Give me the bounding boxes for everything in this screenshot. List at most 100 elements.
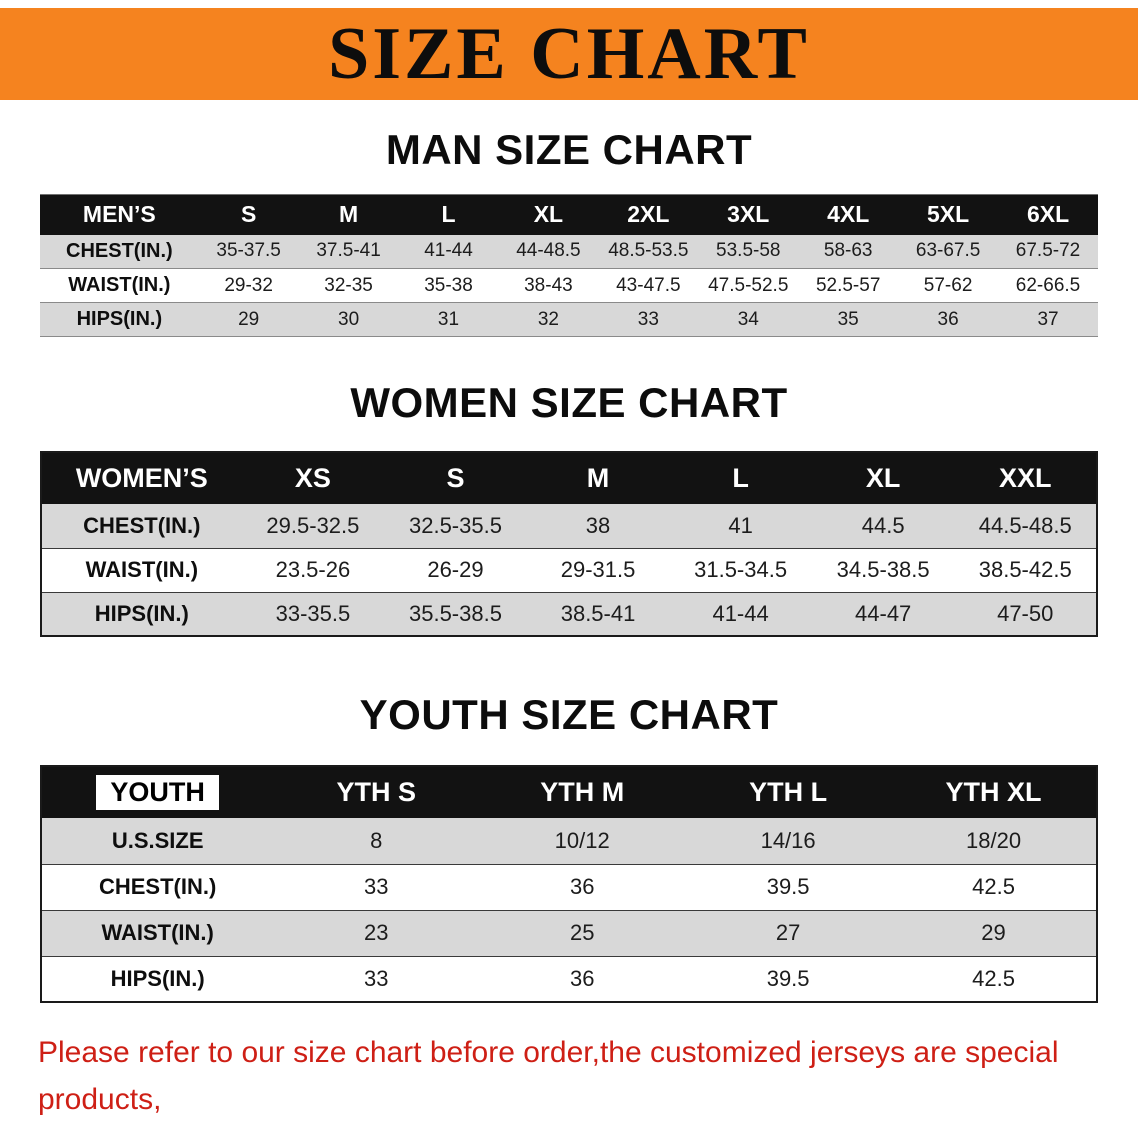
men-header-row: MEN’S S M L XL 2XL 3XL 4XL 5XL 6XL bbox=[40, 194, 1098, 235]
size-cell: 32 bbox=[498, 302, 599, 337]
size-cell: 32.5-35.5 bbox=[384, 504, 527, 549]
men-size-table: MEN’S S M L XL 2XL 3XL 4XL 5XL 6XL CHEST… bbox=[40, 194, 1098, 337]
row-label: WAIST(IN.) bbox=[40, 268, 199, 303]
women-header-cell: M bbox=[526, 452, 670, 504]
size-cell: 10/12 bbox=[479, 818, 686, 865]
size-cell: 48.5-53.5 bbox=[598, 234, 699, 269]
size-cell: 31.5-34.5 bbox=[669, 548, 812, 593]
size-cell: 58-63 bbox=[798, 234, 899, 269]
youth-header-cell: YTH M bbox=[479, 766, 686, 818]
size-cell: 38.5-42.5 bbox=[954, 548, 1097, 593]
size-cell: 44.5 bbox=[811, 504, 955, 549]
women-size-table: WOMEN’S XS S M L XL XXL CHEST(IN.) 29.5-… bbox=[40, 451, 1098, 637]
men-header-cell: MEN’S bbox=[40, 194, 199, 235]
women-header-cell: XL bbox=[811, 452, 955, 504]
row-label: HIPS(IN.) bbox=[41, 592, 242, 637]
size-cell: 23 bbox=[273, 910, 480, 957]
row-label: CHEST(IN.) bbox=[41, 864, 274, 911]
youth-label-highlight: YOUTH bbox=[96, 775, 219, 810]
men-header-cell: 6XL bbox=[998, 194, 1098, 235]
youth-header-row: YOUTH YTH S YTH M YTH L YTH XL bbox=[41, 766, 1097, 818]
size-cell: 44-48.5 bbox=[498, 234, 599, 269]
men-header-cell: 4XL bbox=[798, 194, 899, 235]
women-header-row: WOMEN’S XS S M L XL XXL bbox=[41, 452, 1097, 504]
size-cell: 39.5 bbox=[685, 864, 892, 911]
men-hips-row: HIPS(IN.) 29 30 31 32 33 34 35 36 37 bbox=[40, 302, 1098, 337]
size-cell: 37 bbox=[998, 302, 1098, 337]
size-cell: 36 bbox=[479, 956, 686, 1003]
men-header-cell: L bbox=[398, 194, 499, 235]
men-waist-row: WAIST(IN.) 29-32 32-35 35-38 38-43 43-47… bbox=[40, 268, 1098, 303]
size-cell: 53.5-58 bbox=[698, 234, 799, 269]
size-cell: 14/16 bbox=[685, 818, 892, 865]
women-header-cell: L bbox=[669, 452, 812, 504]
size-cell: 33 bbox=[273, 956, 480, 1003]
size-cell: 47-50 bbox=[954, 592, 1097, 637]
row-label: HIPS(IN.) bbox=[40, 302, 199, 337]
size-cell: 30 bbox=[298, 302, 399, 337]
size-cell: 35.5-38.5 bbox=[384, 592, 527, 637]
size-cell: 67.5-72 bbox=[998, 234, 1098, 269]
size-cell: 18/20 bbox=[891, 818, 1097, 865]
size-cell: 42.5 bbox=[891, 864, 1097, 911]
row-label: HIPS(IN.) bbox=[41, 956, 274, 1003]
men-header-cell: 5XL bbox=[898, 194, 999, 235]
size-cell: 33 bbox=[273, 864, 480, 911]
women-section: WOMEN SIZE CHART WOMEN’S XS S M L XL XXL… bbox=[0, 379, 1138, 637]
youth-hips-row: HIPS(IN.) 33 36 39.5 42.5 bbox=[41, 956, 1097, 1003]
men-header-cell: XL bbox=[498, 194, 599, 235]
row-label: U.S.SIZE bbox=[41, 818, 274, 865]
youth-header-cell: YOUTH bbox=[41, 766, 274, 818]
size-cell: 44.5-48.5 bbox=[954, 504, 1097, 549]
size-cell: 42.5 bbox=[891, 956, 1097, 1003]
men-section: MAN SIZE CHART MEN’S S M L XL 2XL 3XL 4X… bbox=[0, 126, 1138, 337]
size-cell: 29 bbox=[198, 302, 299, 337]
size-cell: 29 bbox=[891, 910, 1097, 957]
row-label: WAIST(IN.) bbox=[41, 548, 242, 593]
size-cell: 36 bbox=[898, 302, 999, 337]
size-cell: 34.5-38.5 bbox=[811, 548, 955, 593]
size-cell: 8 bbox=[273, 818, 480, 865]
men-header-cell: 2XL bbox=[598, 194, 699, 235]
notice-line-1: Please refer to our size chart before or… bbox=[38, 1036, 1059, 1116]
size-cell: 47.5-52.5 bbox=[698, 268, 799, 303]
size-cell: 34 bbox=[698, 302, 799, 337]
size-cell: 33-35.5 bbox=[241, 592, 385, 637]
women-header-cell: S bbox=[384, 452, 527, 504]
size-cell: 31 bbox=[398, 302, 499, 337]
footer-notice: Please refer to our size chart before or… bbox=[38, 1029, 1100, 1132]
women-header-cell: XS bbox=[241, 452, 385, 504]
youth-chest-row: CHEST(IN.) 33 36 39.5 42.5 bbox=[41, 864, 1097, 911]
women-chest-row: CHEST(IN.) 29.5-32.5 32.5-35.5 38 41 44.… bbox=[41, 504, 1097, 549]
size-cell: 23.5-26 bbox=[241, 548, 385, 593]
size-cell: 43-47.5 bbox=[598, 268, 699, 303]
size-cell: 41-44 bbox=[398, 234, 499, 269]
women-heading: WOMEN SIZE CHART bbox=[350, 379, 788, 426]
size-cell: 25 bbox=[479, 910, 686, 957]
youth-size-table: YOUTH YTH S YTH M YTH L YTH XL U.S.SIZE … bbox=[40, 765, 1098, 1003]
youth-section: YOUTH SIZE CHART YOUTH YTH S YTH M YTH L… bbox=[0, 691, 1138, 1003]
size-cell: 41 bbox=[669, 504, 812, 549]
size-cell: 32-35 bbox=[298, 268, 399, 303]
size-cell: 38.5-41 bbox=[526, 592, 670, 637]
size-cell: 57-62 bbox=[898, 268, 999, 303]
size-cell: 33 bbox=[598, 302, 699, 337]
women-header-cell: WOMEN’S bbox=[41, 452, 242, 504]
women-hips-row: HIPS(IN.) 33-35.5 35.5-38.5 38.5-41 41-4… bbox=[41, 592, 1097, 637]
youth-header-cell: YTH XL bbox=[891, 766, 1097, 818]
size-chart-page: SIZE CHART MAN SIZE CHART MEN’S S M L XL… bbox=[0, 8, 1138, 1132]
size-cell: 39.5 bbox=[685, 956, 892, 1003]
men-header-cell: M bbox=[298, 194, 399, 235]
size-cell: 63-67.5 bbox=[898, 234, 999, 269]
men-header-cell: S bbox=[198, 194, 299, 235]
youth-ussize-row: U.S.SIZE 8 10/12 14/16 18/20 bbox=[41, 818, 1097, 865]
size-cell: 29-31.5 bbox=[526, 548, 670, 593]
size-cell: 52.5-57 bbox=[798, 268, 899, 303]
men-header-cell: 3XL bbox=[698, 194, 799, 235]
size-cell: 44-47 bbox=[811, 592, 955, 637]
row-label: CHEST(IN.) bbox=[40, 234, 199, 269]
size-cell: 62-66.5 bbox=[998, 268, 1098, 303]
size-cell: 29-32 bbox=[198, 268, 299, 303]
youth-header-cell: YTH L bbox=[685, 766, 892, 818]
women-header-cell: XXL bbox=[954, 452, 1097, 504]
